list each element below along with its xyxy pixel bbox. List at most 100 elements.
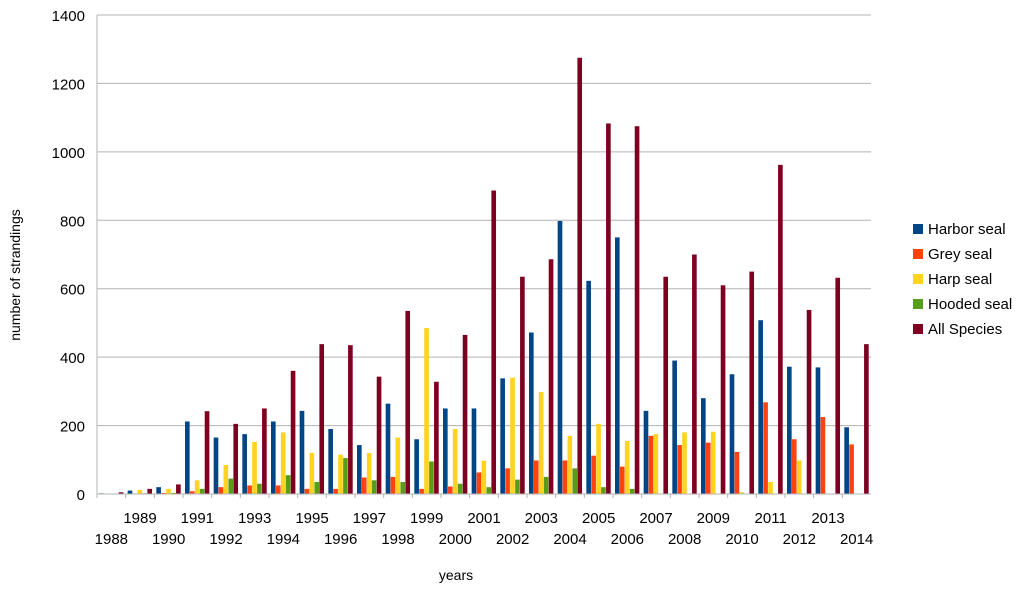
bar [529, 333, 534, 494]
bar [252, 442, 257, 494]
bar [515, 480, 520, 494]
bar [391, 477, 396, 494]
x-tick-label: 1988 [95, 531, 128, 548]
x-tick-label: 1995 [295, 510, 328, 527]
bar [797, 460, 802, 494]
bar [176, 484, 181, 494]
bar [338, 455, 343, 494]
bar [635, 126, 640, 494]
bar [768, 482, 773, 494]
bar [262, 408, 267, 494]
bar [577, 58, 582, 494]
legend-swatch [913, 299, 923, 309]
bar [128, 491, 133, 494]
legend-swatch [913, 324, 923, 334]
bar [319, 344, 324, 494]
bar [568, 436, 573, 494]
bar [271, 421, 276, 494]
bar [601, 487, 606, 494]
bar [281, 432, 286, 494]
axes [97, 15, 871, 494]
legend-label: Harp seal [928, 271, 992, 288]
bar [558, 221, 563, 494]
bar [200, 489, 205, 494]
bar [482, 461, 487, 494]
gridlines [97, 15, 871, 494]
x-tick-label: 1996 [324, 531, 357, 548]
y-tick-label: 600 [60, 282, 85, 299]
bar [458, 484, 463, 494]
bar [758, 320, 763, 494]
bar [620, 467, 625, 494]
bar [405, 311, 410, 494]
x-tick-label: 1992 [209, 531, 242, 548]
x-tick-label: 2009 [697, 510, 730, 527]
x-tick-label: 2011 [755, 510, 787, 527]
bar [247, 485, 252, 494]
x-tick-label: 1994 [267, 531, 300, 548]
legend-label: Hooded seal [928, 296, 1012, 313]
bar [343, 458, 348, 494]
bar [300, 411, 305, 494]
bar [630, 489, 635, 494]
bar [419, 489, 424, 494]
x-tick-label: 1989 [123, 510, 156, 527]
bar [807, 310, 812, 494]
bar [763, 402, 768, 494]
bars [99, 58, 869, 494]
legend-swatch [913, 274, 923, 284]
x-tick-label: 2010 [725, 531, 758, 548]
x-axis-title: years [439, 567, 473, 583]
bar [362, 478, 367, 494]
bar [472, 408, 477, 494]
x-tick-label: 2002 [496, 531, 529, 548]
y-tick-label: 1000 [52, 145, 85, 162]
x-tick-label: 2001 [467, 510, 500, 527]
bar [844, 427, 849, 494]
bar [424, 328, 429, 494]
bar [400, 482, 405, 494]
bar [257, 484, 262, 494]
x-tick-label: 2003 [525, 510, 558, 527]
bar [730, 374, 735, 494]
bar [591, 456, 596, 494]
x-tick-label: 1993 [238, 510, 271, 527]
bar [706, 443, 711, 494]
bar [572, 468, 577, 494]
bar [286, 475, 291, 494]
bar [138, 490, 143, 494]
bar [396, 438, 401, 494]
bar [544, 477, 549, 494]
bar [596, 424, 601, 494]
bar [195, 480, 200, 494]
bar [649, 436, 654, 494]
bar [314, 482, 319, 494]
legend-swatch [913, 249, 923, 259]
y-tick-label: 1200 [52, 76, 85, 93]
bar [520, 277, 525, 494]
bar [711, 432, 716, 494]
bar [534, 460, 539, 494]
bar [849, 444, 854, 494]
bar [654, 434, 659, 494]
x-tick-label: 2008 [668, 531, 701, 548]
bar [443, 408, 448, 494]
bar [586, 281, 591, 494]
bar [310, 453, 315, 494]
bar [749, 272, 754, 494]
bar [864, 344, 869, 494]
bar [242, 434, 247, 494]
bar [563, 460, 568, 494]
y-tick-label: 800 [60, 213, 85, 230]
bar [778, 165, 783, 494]
bar [328, 429, 333, 494]
x-tick-label: 1998 [381, 531, 414, 548]
bar [692, 255, 697, 495]
bar [500, 378, 505, 494]
x-tick-label: 2012 [783, 531, 816, 548]
bar [644, 411, 649, 494]
x-tick-label: 2007 [639, 510, 672, 527]
